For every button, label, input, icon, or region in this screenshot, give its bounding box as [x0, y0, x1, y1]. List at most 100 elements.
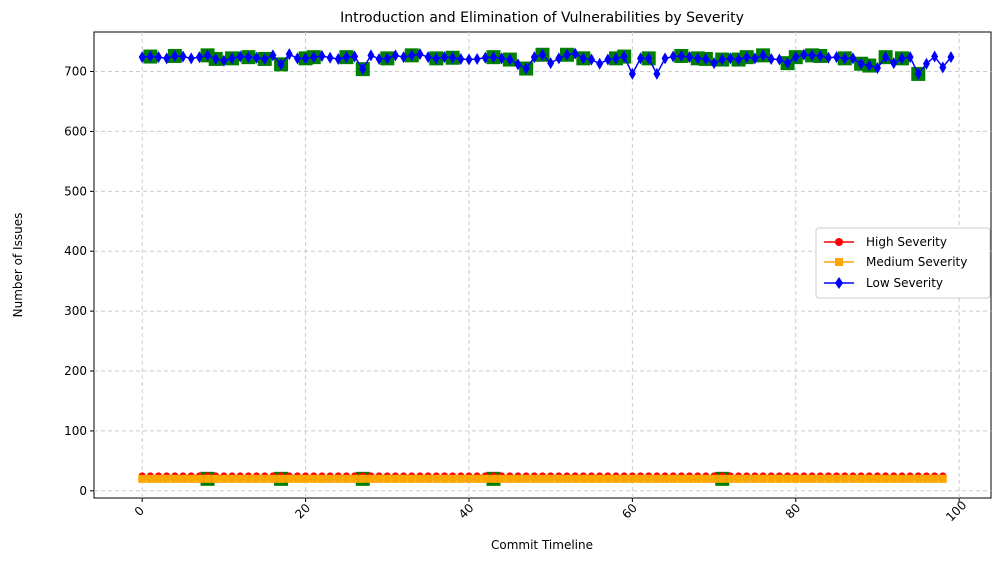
point-medium — [317, 474, 326, 483]
point-medium — [734, 474, 743, 483]
point-medium — [285, 474, 294, 483]
point-low — [824, 51, 832, 64]
point-low — [726, 52, 734, 65]
point-low — [326, 51, 334, 64]
point-low — [702, 52, 710, 65]
point-medium — [489, 474, 498, 483]
point-low — [873, 61, 881, 74]
point-medium — [840, 474, 849, 483]
point-low — [849, 52, 857, 65]
point-medium — [391, 474, 400, 483]
point-medium — [513, 474, 522, 483]
point-low — [914, 67, 922, 80]
point-low — [506, 53, 514, 66]
point-low — [408, 49, 416, 62]
point-low — [751, 52, 759, 65]
point-medium — [750, 474, 759, 483]
point-medium — [808, 474, 817, 483]
point-medium — [383, 474, 392, 483]
point-medium — [179, 474, 188, 483]
point-medium — [211, 474, 220, 483]
point-low — [342, 51, 350, 64]
point-low — [179, 50, 187, 63]
y-axis-label: Number of Issues — [11, 213, 25, 318]
point-medium — [612, 474, 621, 483]
point-medium — [424, 474, 433, 483]
point-low — [351, 50, 359, 63]
point-medium — [415, 474, 424, 483]
point-medium — [677, 474, 686, 483]
point-low — [743, 51, 751, 64]
y-tick-label: 400 — [64, 244, 87, 258]
x-axis-label: Commit Timeline — [491, 538, 593, 552]
point-low — [514, 58, 522, 71]
point-medium — [268, 474, 277, 483]
legend-label-high: High Severity — [866, 235, 947, 249]
point-medium — [358, 474, 367, 483]
point-low — [465, 53, 473, 66]
point-medium — [775, 474, 784, 483]
point-low — [163, 52, 171, 65]
point-medium — [448, 474, 457, 483]
point-low — [579, 52, 587, 65]
point-medium — [260, 474, 269, 483]
point-medium — [685, 474, 694, 483]
point-low — [735, 53, 743, 66]
point-low — [171, 49, 179, 62]
point-medium — [661, 474, 670, 483]
point-low — [677, 49, 685, 62]
point-low — [947, 51, 955, 64]
point-low — [571, 47, 579, 60]
point-low — [318, 49, 326, 62]
point-medium — [603, 474, 612, 483]
point-low — [367, 49, 375, 62]
point-medium — [742, 474, 751, 483]
point-medium — [309, 474, 318, 483]
point-medium — [334, 474, 343, 483]
point-low — [204, 49, 212, 62]
point-low — [228, 52, 236, 65]
point-low — [310, 51, 318, 64]
point-medium — [710, 474, 719, 483]
point-medium — [857, 474, 866, 483]
point-medium — [832, 474, 841, 483]
point-low — [931, 50, 939, 63]
point-low — [792, 51, 800, 64]
point-medium — [906, 474, 915, 483]
point-low — [269, 49, 277, 62]
point-low — [808, 49, 816, 62]
point-low — [637, 52, 645, 65]
point-low — [816, 49, 824, 62]
point-low — [334, 52, 342, 65]
point-low — [449, 51, 457, 64]
point-low — [146, 50, 154, 63]
point-medium — [554, 474, 563, 483]
point-low — [481, 51, 489, 64]
point-medium — [375, 474, 384, 483]
point-medium — [922, 474, 931, 483]
point-medium — [767, 474, 776, 483]
point-medium — [170, 474, 179, 483]
point-medium — [187, 474, 196, 483]
point-medium — [203, 474, 212, 483]
point-low — [400, 51, 408, 64]
y-tick-label: 700 — [64, 65, 87, 79]
point-medium — [154, 474, 163, 483]
point-low — [302, 52, 310, 65]
point-low — [375, 52, 383, 65]
point-medium — [652, 474, 661, 483]
point-low — [661, 52, 669, 65]
gridlines — [94, 32, 991, 498]
point-low — [293, 52, 301, 65]
point-medium — [407, 474, 416, 483]
point-low — [457, 52, 465, 65]
point-low — [261, 52, 269, 65]
point-low — [653, 67, 661, 80]
point-medium — [881, 474, 890, 483]
y-tick-label: 200 — [64, 364, 87, 378]
point-low — [890, 57, 898, 70]
point-medium — [889, 474, 898, 483]
point-medium — [481, 474, 490, 483]
point-low — [759, 49, 767, 62]
point-medium — [505, 474, 514, 483]
